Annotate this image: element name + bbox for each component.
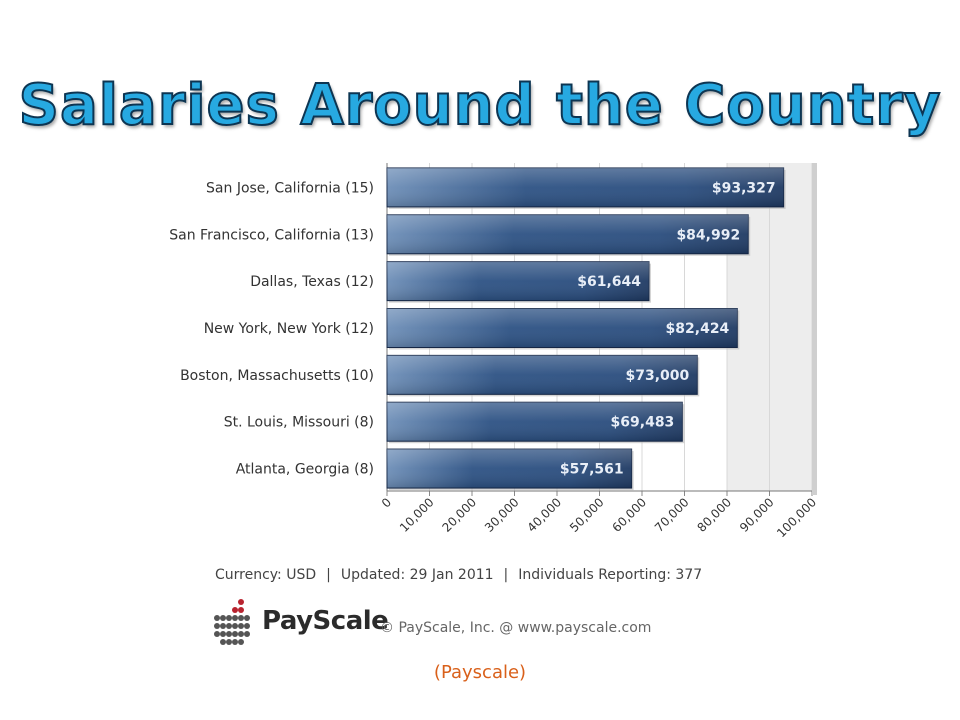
x-tick-label: 100,000 [774, 495, 819, 540]
x-tick-label: 50,000 [567, 495, 607, 535]
x-tick-label: 30,000 [482, 495, 522, 535]
x-tick-label: 80,000 [695, 495, 735, 535]
page-title: Salaries Around the Country [18, 73, 942, 138]
bar-value-label: $93,327 [712, 180, 776, 196]
bar-value-label: $69,483 [611, 415, 675, 431]
separator: | [326, 567, 331, 583]
x-tick-label: 0 [379, 495, 394, 510]
reporting-label: Individuals Reporting: 377 [518, 567, 703, 583]
x-tick-label: 70,000 [652, 495, 692, 535]
bar-highlight [387, 308, 738, 348]
category-label: Dallas, Texas (12) [250, 274, 374, 290]
x-tick-label: 60,000 [610, 495, 650, 535]
category-label: Atlanta, Georgia (8) [236, 462, 374, 478]
payscale-logo-icon [214, 599, 250, 645]
bar-highlight [387, 261, 649, 301]
separator: | [503, 567, 509, 583]
updated-label: Updated: 29 Jan 2011 [340, 567, 494, 583]
x-tick-label: 40,000 [525, 495, 565, 535]
bar-highlight [387, 449, 632, 489]
x-tick-label: 90,000 [737, 495, 777, 535]
source-caption: (Payscale) [433, 662, 527, 683]
payscale-wordmark: PayScale [262, 606, 389, 636]
bar-value-label: $57,561 [560, 462, 624, 478]
currency-label: Currency: USD [215, 567, 317, 583]
x-tick-label: 10,000 [397, 495, 437, 535]
category-label: St. Louis, Missouri (8) [224, 415, 374, 431]
bar-value-label: $82,424 [666, 321, 730, 337]
plot-area: 0 10,000 20,000 30,000 40,000 50,000 60,000 70,… [169, 163, 819, 540]
copyright-text: © PayScale, Inc. @ www.payscale.com [380, 620, 652, 636]
category-label: San Jose, California (15) [206, 180, 374, 196]
bar-value-label: $84,992 [676, 227, 740, 243]
bar-highlight [387, 167, 784, 207]
category-label: San Francisco, California (13) [169, 227, 374, 243]
bar-highlight [387, 402, 683, 442]
category-label: Boston, Massachusetts (10) [180, 368, 374, 384]
bar-value-label: $73,000 [625, 368, 689, 384]
plot-shadow [812, 163, 817, 495]
category-label: New York, New York (12) [204, 321, 374, 337]
bar-highlight [387, 355, 698, 395]
bar-value-label: $61,644 [577, 274, 641, 290]
x-tick-label: 20,000 [440, 495, 480, 535]
bar-highlight [387, 214, 749, 254]
chart-footer: Currency: USD | Updated: 29 Jan 2011 | Indiv… [215, 567, 702, 583]
